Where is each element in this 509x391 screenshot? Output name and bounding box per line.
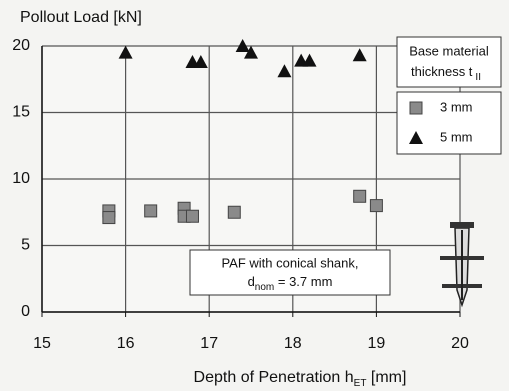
square-marker	[185, 209, 199, 223]
x-tick-label: 19	[368, 335, 386, 352]
legend-title-box	[396, 36, 502, 88]
legend-title: thickness t II	[411, 64, 481, 82]
triangle-marker	[409, 131, 423, 144]
fastener-icon	[440, 222, 484, 308]
square-marker	[409, 101, 423, 115]
annotation-text: = 3.7 mm	[274, 274, 332, 289]
y-tick-label: 20	[12, 37, 30, 54]
x-tick-label: 18	[284, 335, 302, 352]
triangle-marker	[277, 64, 292, 78]
square-marker	[369, 199, 383, 213]
triangle-marker	[193, 54, 208, 68]
x-tick-label: 16	[117, 335, 135, 352]
y-tick-label: 10	[12, 170, 30, 187]
annotation-text: d	[248, 274, 255, 289]
x-axis-label-unit: [mm]	[366, 369, 406, 386]
square-marker	[353, 189, 367, 203]
legend-title-text: thickness t	[411, 64, 473, 79]
annotation: PAF with conical shank,	[221, 255, 358, 270]
legend-label: 3 mm	[440, 99, 473, 114]
annotation-box	[189, 249, 391, 296]
triangle-marker	[244, 45, 258, 59]
annotation-sub: nom	[255, 282, 274, 293]
triangle-marker	[235, 39, 250, 52]
triangle-marker	[118, 45, 133, 59]
triangle-marker	[302, 53, 317, 67]
triangle-marker	[352, 48, 367, 62]
square-marker	[102, 211, 116, 225]
legend-title-sub: II	[475, 72, 481, 83]
y-tick-label: 15	[12, 104, 30, 121]
legend-label: 5 mm	[440, 129, 473, 144]
y-tick-label: 0	[21, 303, 30, 320]
y-tick-label: 5	[21, 237, 30, 254]
fastener-head	[450, 222, 474, 228]
x-axis-label-sub: ET	[354, 378, 367, 389]
annotation: dnom = 3.7 mm	[248, 274, 333, 292]
chart-title: Pollout Load [kN]	[20, 9, 142, 26]
legend-title: Base material	[409, 43, 489, 58]
square-marker	[144, 204, 158, 218]
x-axis-label: Depth of Penetration hET [mm]	[194, 369, 407, 388]
x-tick-label: 15	[33, 335, 51, 352]
square-marker	[227, 205, 241, 219]
x-tick-label: 17	[200, 335, 218, 352]
x-axis-label-text: Depth of Penetration h	[194, 369, 354, 386]
x-tick-label: 20	[451, 335, 469, 352]
